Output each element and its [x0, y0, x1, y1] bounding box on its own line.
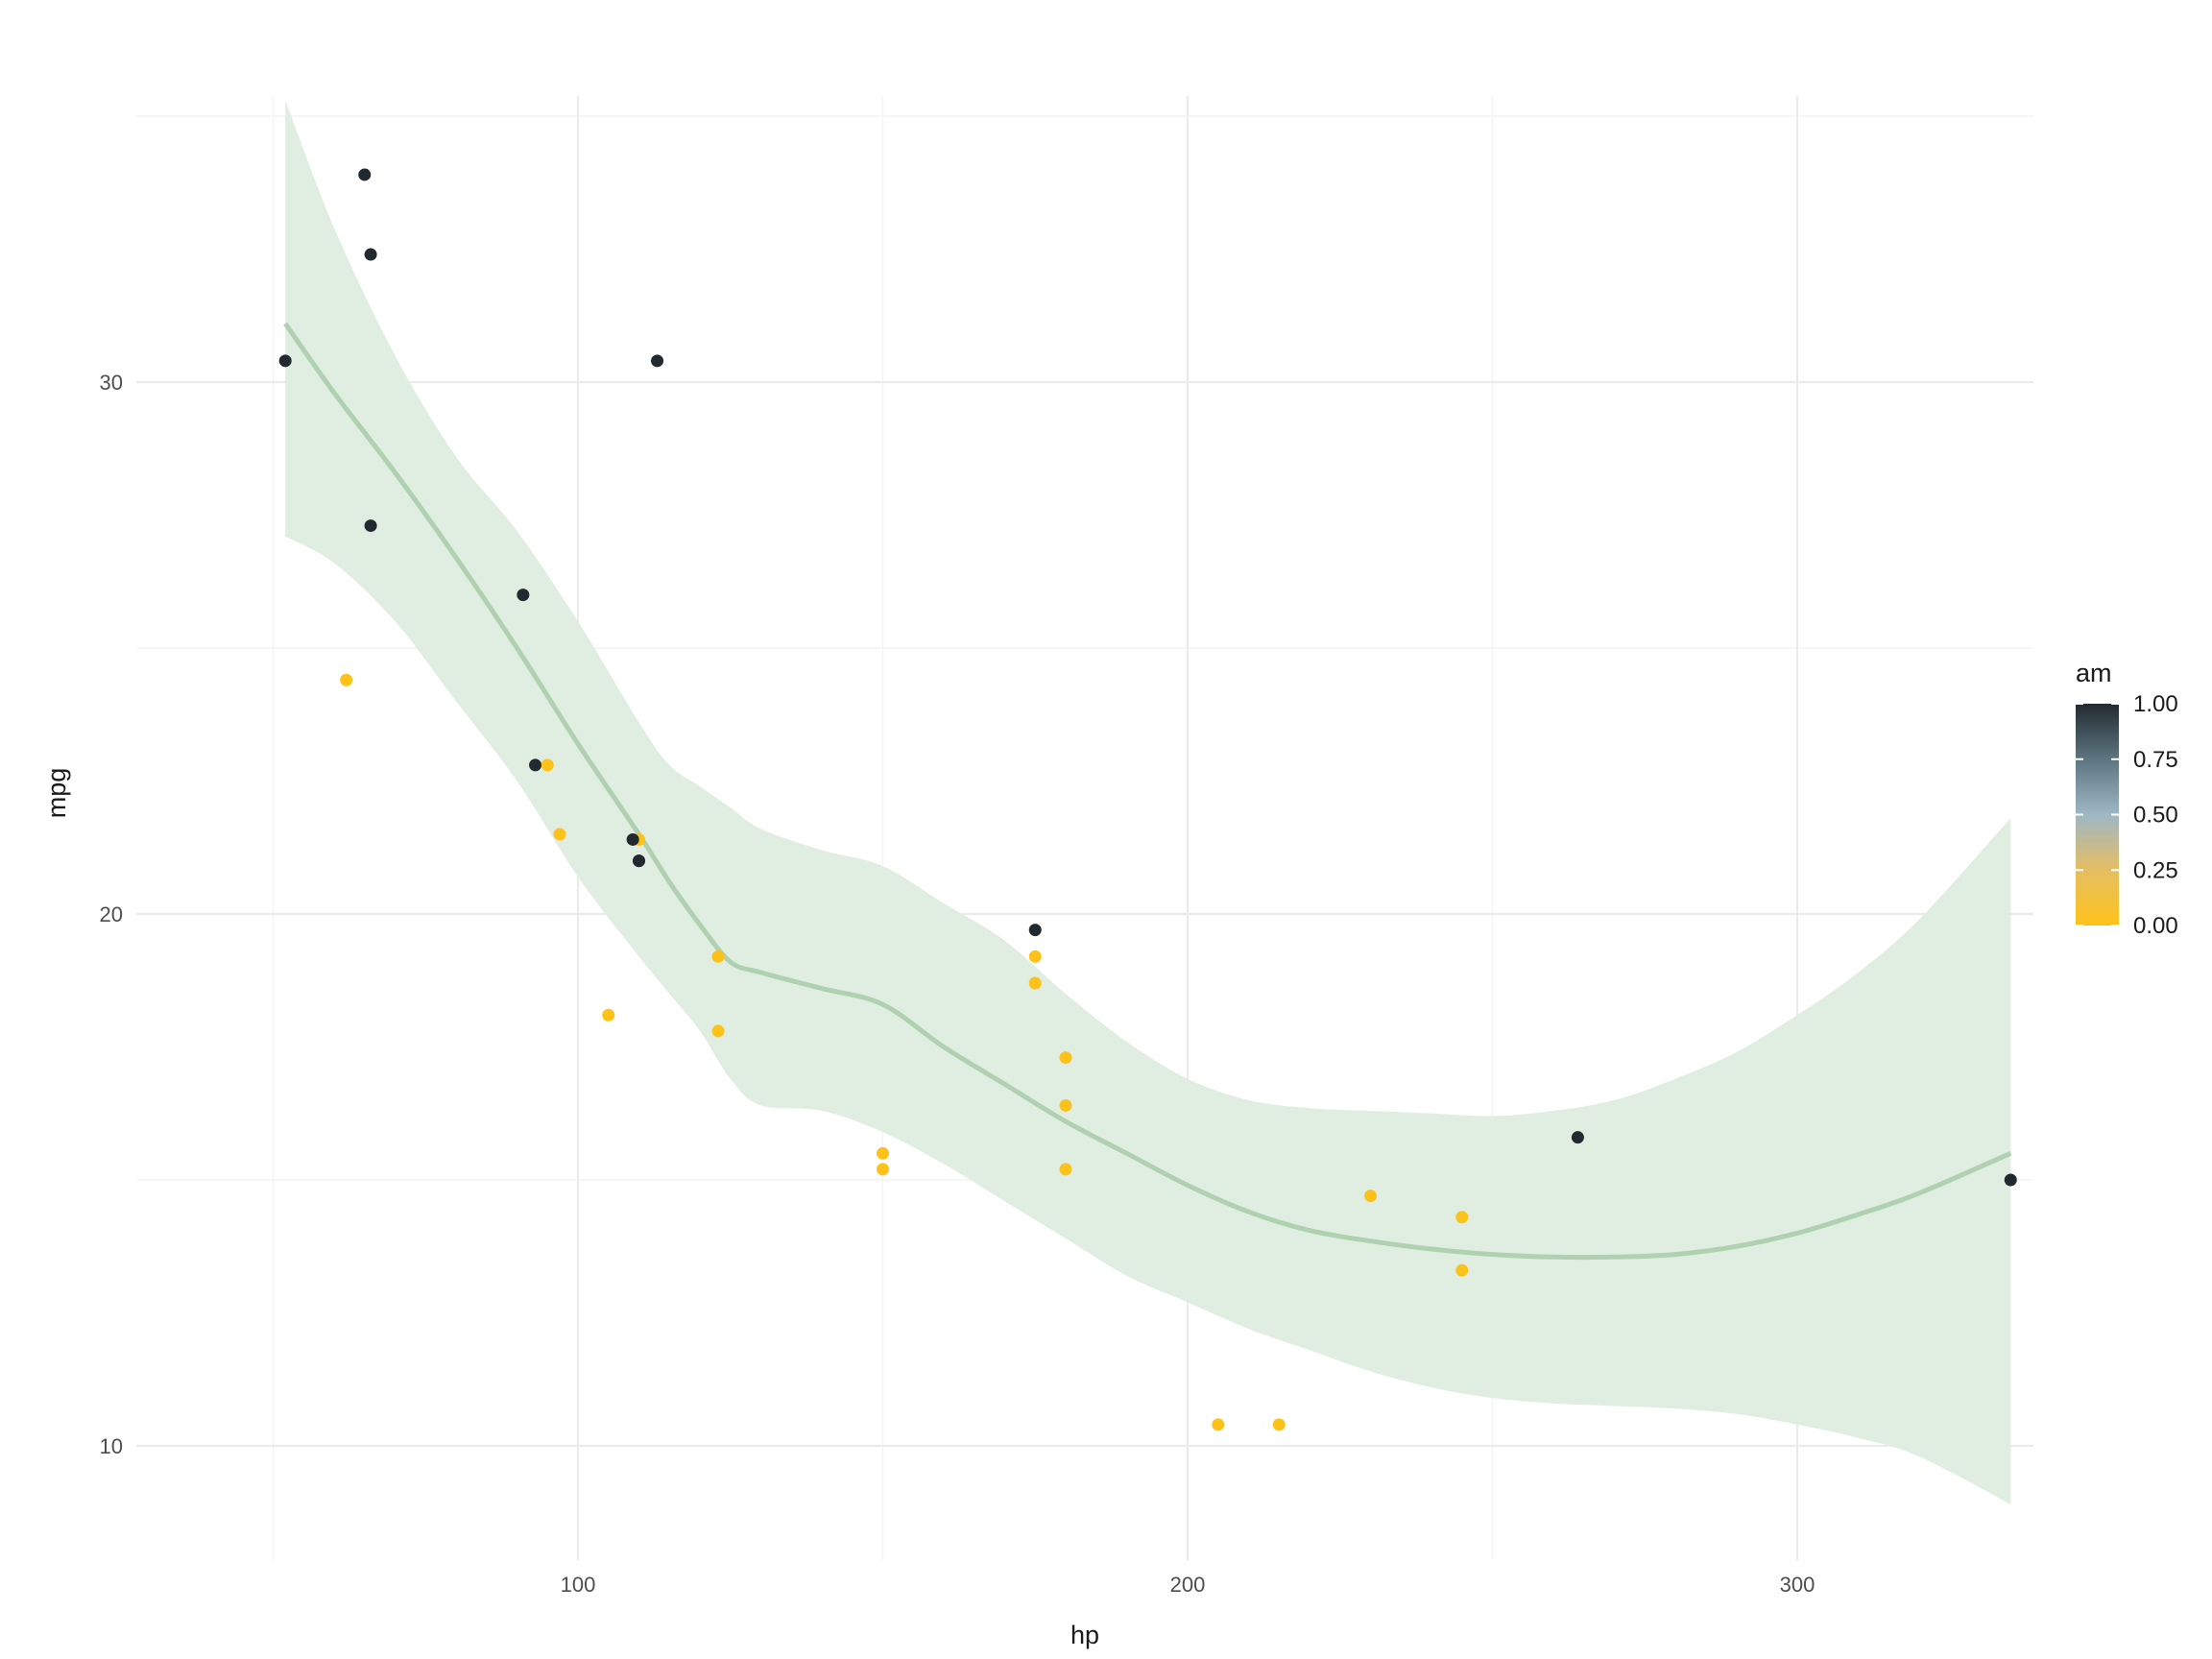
- data-point: [1364, 1190, 1377, 1203]
- data-point: [1059, 1051, 1072, 1065]
- legend-labels: 1.00 0.75 0.50 0.25 0.00: [2076, 691, 2178, 939]
- legend-label: 0.25: [2133, 857, 2178, 883]
- data-point: [541, 758, 554, 772]
- data-point: [877, 1163, 889, 1176]
- data-point: [364, 519, 377, 533]
- data-point: [1059, 1098, 1072, 1112]
- x-tick-label: 200: [1170, 1573, 1206, 1597]
- data-point: [1455, 1263, 1469, 1277]
- data-point: [553, 828, 566, 841]
- data-point: [711, 950, 725, 963]
- legend-label: 0.00: [2133, 913, 2178, 939]
- data-point: [340, 673, 353, 686]
- data-point: [602, 1008, 615, 1022]
- color-legend: am 1.00 0.75 0.50 0.25 0.00: [2076, 659, 2178, 939]
- data-point: [2004, 1173, 2017, 1187]
- y-axis-ticks: 10 20 30: [100, 371, 123, 1458]
- data-point: [711, 1024, 725, 1038]
- x-tick-label: 100: [561, 1573, 596, 1597]
- legend-label: 0.50: [2133, 803, 2178, 829]
- data-point: [1028, 924, 1042, 937]
- data-points: [278, 168, 2017, 1431]
- y-tick-label: 30: [100, 371, 123, 395]
- legend-label: 1.00: [2133, 691, 2178, 717]
- data-point: [1272, 1418, 1286, 1431]
- data-point: [1212, 1418, 1225, 1431]
- data-point: [877, 1146, 889, 1160]
- data-point: [278, 354, 292, 368]
- data-point: [517, 589, 530, 602]
- smooth-confidence-band: [285, 100, 2011, 1504]
- y-axis-title: mpg: [42, 768, 71, 819]
- data-point: [1059, 1163, 1072, 1176]
- legend-label: 0.75: [2133, 747, 2178, 773]
- data-point: [626, 832, 639, 846]
- x-tick-label: 300: [1780, 1573, 1815, 1597]
- smooth-trend-line: [283, 322, 2012, 1261]
- data-point: [1455, 1211, 1469, 1224]
- data-point: [651, 354, 664, 368]
- y-tick-label: 10: [100, 1434, 123, 1458]
- data-point: [1028, 976, 1042, 990]
- data-point: [633, 854, 645, 868]
- x-axis-ticks: 100 200 300: [561, 1573, 1815, 1597]
- data-point: [1571, 1131, 1584, 1144]
- y-tick-label: 20: [100, 902, 123, 926]
- legend-title: am: [2076, 659, 2112, 687]
- data-point: [364, 248, 377, 261]
- data-point: [1028, 950, 1042, 963]
- data-point: [358, 168, 372, 181]
- data-point: [529, 758, 542, 772]
- x-axis-title: hp: [1070, 1621, 1099, 1649]
